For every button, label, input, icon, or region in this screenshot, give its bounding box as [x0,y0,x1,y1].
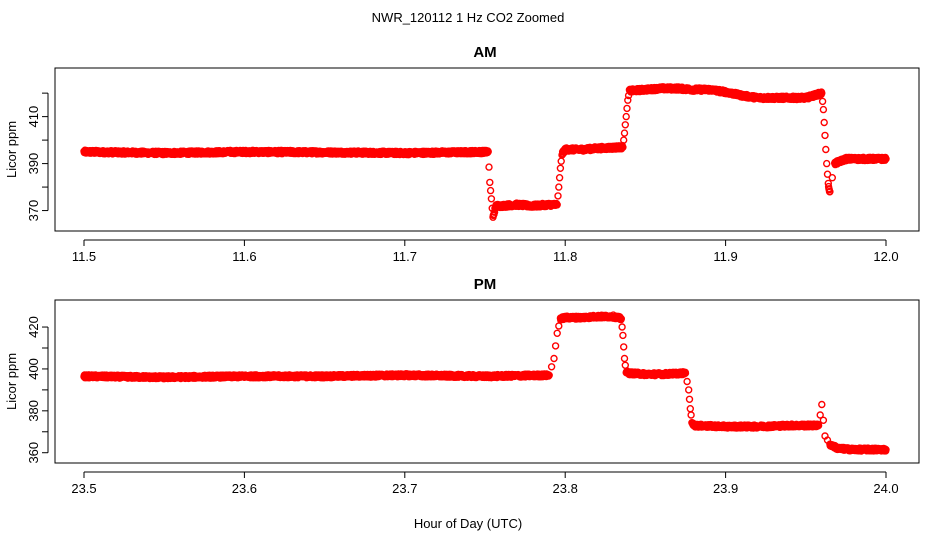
data-point [818,400,826,409]
x-tick-label: 23.9 [713,481,738,496]
x-tick-label: 11.5 [72,249,96,264]
y-tick-label: 380 [26,400,41,422]
data-point [685,386,693,394]
x-tick-label: 24.0 [873,481,898,496]
y-tick-label: 360 [26,442,41,464]
data-point [617,315,625,323]
y-tick-label: 410 [26,106,41,128]
data-point [620,354,629,363]
data-point [821,131,829,140]
data-point [619,331,627,340]
data-point [828,173,836,182]
data-point [826,188,834,196]
data-point [823,170,832,178]
data-point [555,183,563,191]
data-point [818,97,827,106]
data-point [882,155,890,163]
data-point [554,192,562,200]
data-point [620,129,629,137]
data-point [814,421,823,430]
data-point [818,89,826,97]
data-point [487,195,496,203]
data-point [623,104,631,113]
data-point [819,105,828,114]
data-point [624,96,632,104]
data-point [687,411,695,419]
y-axis-pm: 360 380 400 420 [26,316,49,464]
y-tick-label: 390 [26,153,41,175]
data-point [685,395,694,403]
x-tick-label: 11.7 [393,249,417,264]
x-axis-pm: 23.5 23.6 23.7 23.8 23.9 24.0 [71,471,899,496]
x-tick-label: 23.5 [71,481,96,496]
y-tick-label: 420 [26,316,41,338]
data-point [683,377,691,386]
x-axis-am: 11.5 11.6 11.7 11.8 11.9 12.0 [72,239,899,264]
data-point [619,143,627,151]
pm-panel: PM Licor ppm 23.5 23.6 23.7 23.8 23.9 24.0 36… [4,276,920,496]
data-point [486,178,494,187]
y-axis-label-pm: Licor ppm [4,353,19,410]
data-point [823,159,831,168]
data-points-am [80,83,890,221]
x-tick-label: 23.7 [392,481,417,496]
data-point [620,136,628,144]
data-point [553,200,561,209]
y-axis-am: 370 390 410 [26,92,49,222]
x-axis-label: Hour of Day (UTC) [414,516,522,531]
data-point [681,369,690,377]
x-tick-label: 11.8 [553,249,577,264]
x-tick-label: 12.0 [873,249,898,264]
panel-title-pm: PM [474,276,497,293]
data-point [618,323,626,331]
plot-frame-am [54,67,920,232]
data-point [819,416,828,424]
figure-title: NWR_120112 1 Hz CO2 Zoomed [372,10,565,25]
data-point [484,148,492,156]
x-tick-label: 11.6 [232,249,256,264]
data-point [621,121,629,129]
y-tick-label: 370 [26,200,41,222]
data-point [547,363,556,371]
x-tick-label: 23.8 [553,481,578,496]
data-point [553,329,561,337]
panel-title-am: AM [473,44,496,61]
x-tick-label: 11.9 [713,249,737,264]
data-point [620,343,628,351]
data-point [882,445,890,454]
data-point [555,173,564,182]
data-point [486,186,495,195]
plot-frame-pm [54,299,920,464]
data-point [822,145,830,154]
data-points-pm [80,311,890,455]
data-point [816,411,824,419]
am-panel: AM Licor ppm 11.5 11.6 11.7 11.8 11.9 12.0 37… [4,44,920,264]
data-point [485,163,493,171]
y-tick-label: 400 [26,358,41,380]
data-point [820,118,828,127]
data-point [550,354,558,363]
data-point [551,342,560,350]
x-tick-label: 23.6 [232,481,257,496]
y-axis-label-am: Licor ppm [4,121,19,178]
data-point [622,112,630,121]
data-point [545,371,553,379]
data-point [556,164,565,173]
